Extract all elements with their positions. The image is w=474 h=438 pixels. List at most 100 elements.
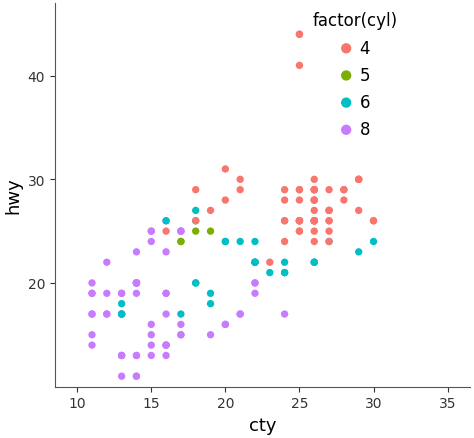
Point	[296, 218, 303, 225]
Point	[310, 187, 318, 194]
Point	[296, 187, 303, 194]
Point	[355, 177, 363, 184]
Point	[251, 290, 259, 297]
Point	[177, 228, 185, 235]
Point	[296, 228, 303, 235]
Point	[237, 187, 244, 194]
Point	[221, 321, 229, 328]
Point	[281, 238, 288, 245]
Point	[162, 290, 170, 297]
Point	[325, 218, 333, 225]
Point	[251, 259, 259, 266]
Point	[88, 311, 96, 318]
Point	[310, 187, 318, 194]
Point	[355, 177, 363, 184]
Point	[325, 228, 333, 235]
Point	[162, 342, 170, 349]
Point	[177, 321, 185, 328]
Point	[133, 373, 140, 380]
Point	[192, 187, 200, 194]
Point	[310, 259, 318, 266]
Point	[310, 228, 318, 235]
Point	[162, 342, 170, 349]
Point	[355, 249, 363, 256]
Point	[147, 238, 155, 245]
Point	[147, 352, 155, 359]
Point	[310, 177, 318, 184]
Point	[355, 208, 363, 215]
Point	[251, 280, 259, 287]
Point	[162, 218, 170, 225]
Point	[325, 208, 333, 215]
Point	[118, 290, 126, 297]
Point	[88, 290, 96, 297]
Point	[221, 238, 229, 245]
Point	[221, 166, 229, 173]
Point	[221, 197, 229, 204]
Point	[118, 311, 126, 318]
Point	[296, 63, 303, 70]
Point	[237, 177, 244, 184]
Point	[147, 321, 155, 328]
Point	[207, 228, 214, 235]
Point	[370, 238, 377, 245]
Point	[266, 259, 273, 266]
Point	[133, 249, 140, 256]
Point	[310, 187, 318, 194]
Point	[177, 238, 185, 245]
Point	[162, 290, 170, 297]
Point	[310, 218, 318, 225]
Point	[310, 187, 318, 194]
Point	[251, 280, 259, 287]
Point	[147, 228, 155, 235]
Point	[221, 321, 229, 328]
Point	[118, 300, 126, 307]
Point	[133, 352, 140, 359]
Point	[296, 218, 303, 225]
Point	[340, 197, 347, 204]
Point	[251, 259, 259, 266]
Point	[207, 208, 214, 215]
Point	[133, 373, 140, 380]
Point	[192, 228, 200, 235]
Point	[237, 311, 244, 318]
Point	[310, 218, 318, 225]
Point	[177, 311, 185, 318]
Point	[177, 228, 185, 235]
Point	[281, 259, 288, 266]
Point	[207, 300, 214, 307]
Point	[103, 290, 110, 297]
Point	[88, 332, 96, 339]
Point	[310, 218, 318, 225]
Point	[147, 228, 155, 235]
Point	[296, 218, 303, 225]
X-axis label: cty: cty	[249, 416, 276, 434]
Point	[370, 218, 377, 225]
Point	[103, 311, 110, 318]
Point	[325, 238, 333, 245]
Point	[310, 218, 318, 225]
Point	[88, 280, 96, 287]
Point	[133, 280, 140, 287]
Point	[133, 280, 140, 287]
Point	[162, 218, 170, 225]
Point	[147, 342, 155, 349]
Point	[310, 208, 318, 215]
Point	[355, 177, 363, 184]
Point	[281, 197, 288, 204]
Point	[103, 311, 110, 318]
Point	[325, 208, 333, 215]
Point	[177, 332, 185, 339]
Point	[118, 352, 126, 359]
Point	[177, 228, 185, 235]
Point	[237, 311, 244, 318]
Point	[88, 290, 96, 297]
Point	[281, 269, 288, 276]
Point	[207, 332, 214, 339]
Point	[251, 238, 259, 245]
Point	[162, 311, 170, 318]
Point	[310, 218, 318, 225]
Point	[162, 342, 170, 349]
Point	[118, 373, 126, 380]
Point	[162, 249, 170, 256]
